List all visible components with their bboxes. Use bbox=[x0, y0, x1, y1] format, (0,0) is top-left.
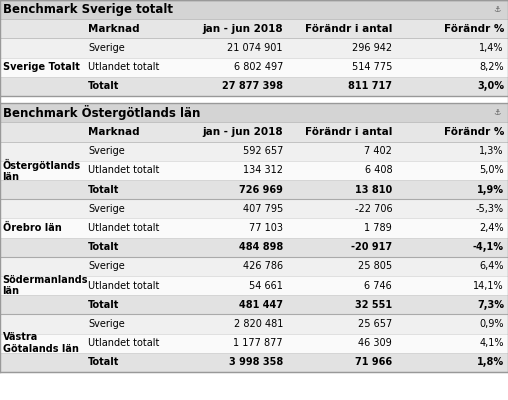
Text: 1,9%: 1,9% bbox=[477, 185, 504, 195]
Text: 1,8%: 1,8% bbox=[477, 358, 504, 368]
Bar bbox=[0, 314, 508, 334]
Bar bbox=[0, 238, 508, 257]
Text: 71 966: 71 966 bbox=[355, 358, 392, 368]
Text: Örebro län: Örebro län bbox=[3, 223, 61, 233]
Text: 592 657: 592 657 bbox=[243, 146, 283, 156]
Bar bbox=[0, 334, 508, 353]
Text: 25 657: 25 657 bbox=[358, 319, 392, 329]
Text: 811 717: 811 717 bbox=[348, 82, 392, 92]
Text: Totalt: Totalt bbox=[88, 185, 119, 195]
Text: Marknad: Marknad bbox=[88, 127, 140, 137]
Text: 1,4%: 1,4% bbox=[480, 43, 504, 53]
Bar bbox=[0, 0, 508, 19]
Text: Östergötlands
län: Östergötlands län bbox=[3, 158, 81, 182]
Bar bbox=[0, 38, 508, 58]
Text: 1 177 877: 1 177 877 bbox=[233, 338, 283, 348]
Text: 514 775: 514 775 bbox=[352, 62, 392, 72]
Text: 1,3%: 1,3% bbox=[480, 146, 504, 156]
Bar bbox=[0, 19, 508, 38]
Bar bbox=[0, 180, 508, 199]
Bar bbox=[0, 58, 508, 77]
Text: Utlandet totalt: Utlandet totalt bbox=[88, 338, 160, 348]
Text: 296 942: 296 942 bbox=[352, 43, 392, 53]
Text: Sverige: Sverige bbox=[88, 43, 124, 53]
Text: -4,1%: -4,1% bbox=[473, 242, 504, 252]
Text: Totalt: Totalt bbox=[88, 82, 119, 92]
Text: Förändr i antal: Förändr i antal bbox=[305, 127, 392, 137]
Text: 32 551: 32 551 bbox=[355, 300, 392, 310]
Text: -5,3%: -5,3% bbox=[476, 204, 504, 214]
Text: jan - jun 2018: jan - jun 2018 bbox=[202, 127, 283, 137]
Bar bbox=[0, 295, 508, 314]
Text: Marknad: Marknad bbox=[88, 24, 140, 34]
Text: Sverige: Sverige bbox=[88, 146, 124, 156]
Text: ⚓: ⚓ bbox=[493, 5, 500, 14]
Bar bbox=[0, 218, 508, 238]
Text: jan - jun 2018: jan - jun 2018 bbox=[202, 24, 283, 34]
Text: Utlandet totalt: Utlandet totalt bbox=[88, 62, 160, 72]
Text: -20 917: -20 917 bbox=[351, 242, 392, 252]
Text: 27 877 398: 27 877 398 bbox=[222, 82, 283, 92]
Text: -22 706: -22 706 bbox=[355, 204, 392, 214]
Bar bbox=[0, 122, 508, 142]
Text: Utlandet totalt: Utlandet totalt bbox=[88, 166, 160, 176]
Bar bbox=[0, 276, 508, 295]
Bar bbox=[0, 96, 508, 103]
Text: ⚓: ⚓ bbox=[493, 108, 500, 117]
Text: 0,9%: 0,9% bbox=[480, 319, 504, 329]
Text: Totalt: Totalt bbox=[88, 242, 119, 252]
Text: 1 789: 1 789 bbox=[364, 223, 392, 233]
Text: 25 805: 25 805 bbox=[358, 262, 392, 272]
Text: Totalt: Totalt bbox=[88, 358, 119, 368]
Text: Utlandet totalt: Utlandet totalt bbox=[88, 281, 160, 291]
Text: 3,0%: 3,0% bbox=[477, 82, 504, 92]
Text: 2,4%: 2,4% bbox=[480, 223, 504, 233]
Bar bbox=[0, 161, 508, 180]
Text: Södermanlands
län: Södermanlands län bbox=[3, 275, 88, 296]
Text: Sverige: Sverige bbox=[88, 204, 124, 214]
Text: 14,1%: 14,1% bbox=[473, 281, 504, 291]
Text: Sverige: Sverige bbox=[88, 262, 124, 272]
Text: Benchmark Östergötlands län: Benchmark Östergötlands län bbox=[3, 105, 200, 120]
Text: 134 312: 134 312 bbox=[243, 166, 283, 176]
Text: Utlandet totalt: Utlandet totalt bbox=[88, 223, 160, 233]
Bar bbox=[0, 103, 508, 122]
Text: 484 898: 484 898 bbox=[239, 242, 283, 252]
Text: 7,3%: 7,3% bbox=[477, 300, 504, 310]
Text: Sverige: Sverige bbox=[88, 319, 124, 329]
Text: Förändr %: Förändr % bbox=[443, 24, 504, 34]
Text: Västra
Götalands län: Västra Götalands län bbox=[3, 332, 78, 354]
Text: 2 820 481: 2 820 481 bbox=[234, 319, 283, 329]
Text: 46 309: 46 309 bbox=[359, 338, 392, 348]
Bar bbox=[0, 77, 508, 96]
Bar bbox=[0, 199, 508, 218]
Text: 21 074 901: 21 074 901 bbox=[228, 43, 283, 53]
Text: 6 802 497: 6 802 497 bbox=[234, 62, 283, 72]
Text: Benchmark Sverige totalt: Benchmark Sverige totalt bbox=[3, 3, 173, 16]
Bar bbox=[0, 257, 508, 276]
Text: 6 746: 6 746 bbox=[364, 281, 392, 291]
Text: 426 786: 426 786 bbox=[243, 262, 283, 272]
Text: 3 998 358: 3 998 358 bbox=[229, 358, 283, 368]
Text: 726 969: 726 969 bbox=[239, 185, 283, 195]
Text: 54 661: 54 661 bbox=[249, 281, 283, 291]
Text: Totalt: Totalt bbox=[88, 300, 119, 310]
Text: 8,2%: 8,2% bbox=[480, 62, 504, 72]
Bar bbox=[0, 353, 508, 372]
Text: 6 408: 6 408 bbox=[365, 166, 392, 176]
Text: Förändr i antal: Förändr i antal bbox=[305, 24, 392, 34]
Text: 77 103: 77 103 bbox=[249, 223, 283, 233]
Text: 6,4%: 6,4% bbox=[480, 262, 504, 272]
Text: 7 402: 7 402 bbox=[364, 146, 392, 156]
Text: 481 447: 481 447 bbox=[239, 300, 283, 310]
Text: Förändr %: Förändr % bbox=[443, 127, 504, 137]
Text: 5,0%: 5,0% bbox=[480, 166, 504, 176]
Text: Sverige Totalt: Sverige Totalt bbox=[3, 62, 79, 72]
Text: 4,1%: 4,1% bbox=[480, 338, 504, 348]
Text: 13 810: 13 810 bbox=[355, 185, 392, 195]
Bar bbox=[0, 142, 508, 161]
Text: 407 795: 407 795 bbox=[243, 204, 283, 214]
